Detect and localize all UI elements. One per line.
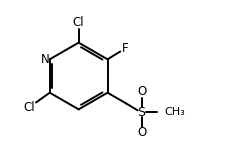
- Text: O: O: [136, 126, 146, 139]
- Text: Cl: Cl: [23, 101, 35, 114]
- Text: N: N: [40, 53, 49, 66]
- Text: O: O: [136, 85, 146, 98]
- Text: F: F: [121, 42, 128, 55]
- Text: Cl: Cl: [72, 16, 84, 29]
- Text: S: S: [137, 106, 145, 119]
- Text: CH₃: CH₃: [163, 107, 184, 117]
